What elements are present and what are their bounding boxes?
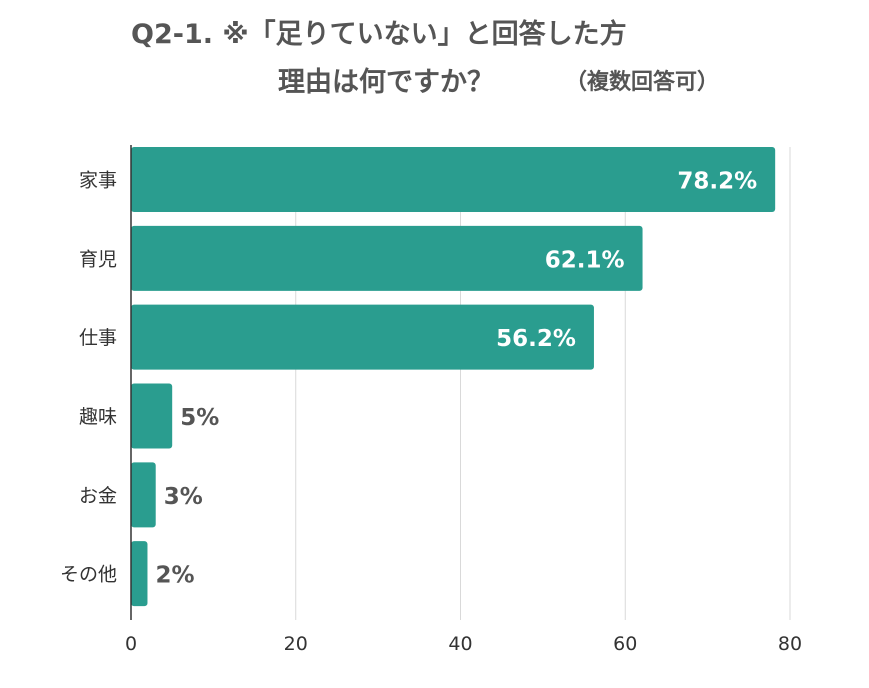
bar-4 xyxy=(131,383,173,449)
title-note: （複数回答可） xyxy=(565,70,720,95)
x-tick-label-40: 40 xyxy=(448,633,472,655)
data-label-4: 5% xyxy=(180,405,219,431)
title-line-2: 理由は何ですか？ xyxy=(278,67,494,98)
bar-3 xyxy=(131,304,594,370)
x-tick-label-0: 0 xyxy=(125,633,137,655)
data-label-6: 2% xyxy=(155,563,194,589)
data-label-2: 62.1% xyxy=(545,247,625,273)
category-label-2: 育児 xyxy=(79,248,117,270)
category-label-4: 趣味 xyxy=(79,406,117,428)
x-tick-label-20: 20 xyxy=(284,633,308,655)
category-label-1: 家事 xyxy=(79,170,117,192)
bar-5 xyxy=(131,462,156,528)
x-tick-label-60: 60 xyxy=(613,633,637,655)
data-label-3: 56.2% xyxy=(496,326,576,352)
category-label-5: お金 xyxy=(79,485,117,507)
category-label-3: 仕事 xyxy=(79,327,117,349)
chart-title: Q2-1. ※「足りていない」と回答した方 理由は何ですか？ （複数回答可） xyxy=(0,0,869,110)
bar-2 xyxy=(131,225,643,291)
data-label-5: 3% xyxy=(164,484,203,510)
x-tick-label-80: 80 xyxy=(778,633,802,655)
bar-1 xyxy=(131,147,776,212)
title-line-1: Q2-1. ※「足りていない」と回答した方 xyxy=(131,19,627,50)
bar-6 xyxy=(131,541,148,607)
category-label-6: その他 xyxy=(60,564,117,586)
data-label-1: 78.2% xyxy=(677,169,757,195)
